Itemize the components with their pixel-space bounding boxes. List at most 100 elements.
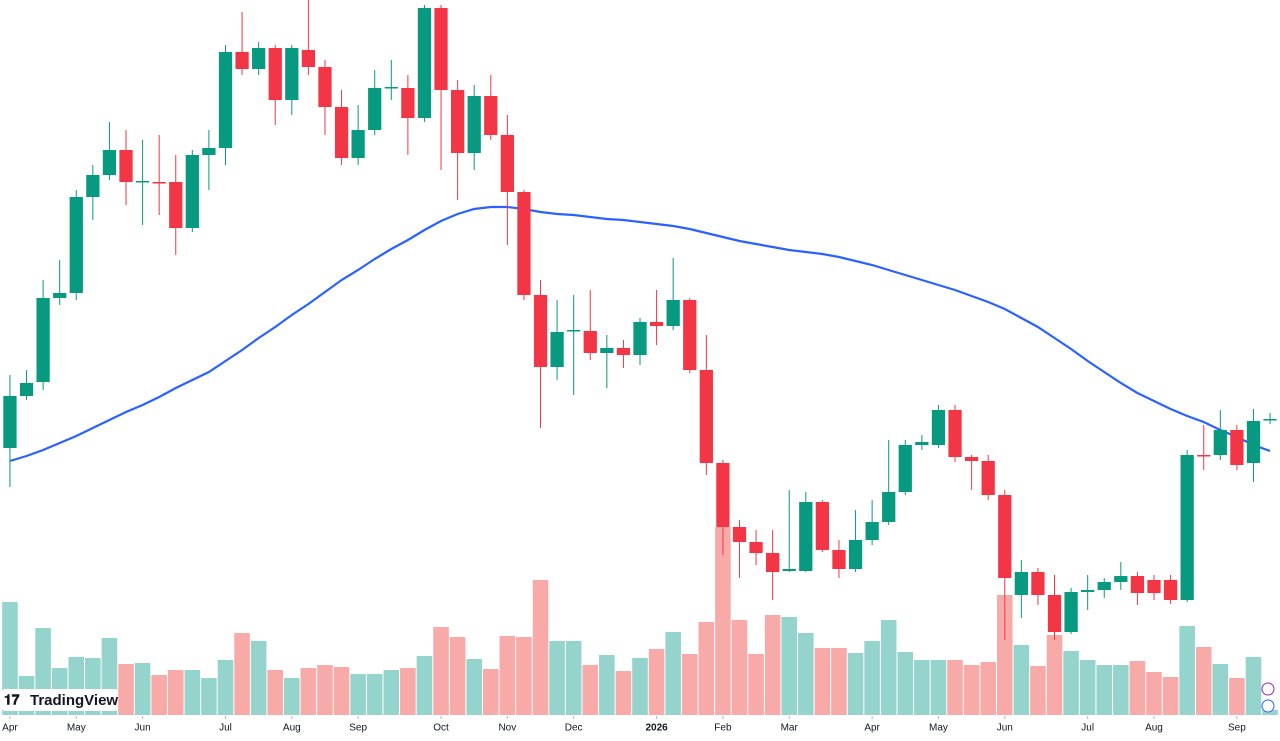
volume-bar: [217, 660, 234, 715]
candle-body: [384, 87, 398, 89]
x-tick-label: Sep: [349, 723, 367, 734]
x-tick-label: Aug: [1145, 723, 1163, 734]
candle-body: [1230, 430, 1244, 465]
candle-body: [86, 175, 100, 197]
volume-bar: [648, 649, 665, 715]
candle-body: [981, 461, 995, 495]
volume-bar: [764, 615, 781, 715]
x-tick-label: May: [67, 723, 86, 734]
x-tick-label: Nov: [498, 723, 516, 734]
candle-body: [69, 197, 83, 293]
candle-body: [318, 67, 332, 107]
candle-body: [169, 182, 183, 228]
volume-bar: [466, 659, 482, 715]
candle-body: [749, 542, 763, 553]
candle-body: [716, 463, 730, 527]
volume-bar: [996, 595, 1013, 715]
volume-bar: [284, 678, 300, 715]
candle-body: [434, 8, 448, 90]
volume-bar: [798, 633, 814, 715]
candle-body: [334, 107, 349, 158]
volume-bar: [748, 654, 764, 715]
volume-bar: [151, 675, 167, 715]
volume-bar: [1262, 710, 1278, 715]
candle-body: [235, 52, 249, 69]
volume-bar: [400, 668, 416, 715]
volume-bar: [532, 580, 549, 715]
candle-body: [799, 502, 813, 571]
time-axis: [0, 716, 1280, 741]
volume-bar: [681, 654, 698, 715]
axis-layer: Apr May Jun Jul Aug Sep Oct Nov Dec 2026 Feb Mar Apr…: [2, 716, 1246, 734]
candle-body: [600, 348, 614, 353]
volume-bar: [234, 633, 250, 715]
candle-body: [36, 298, 50, 382]
logo: 𝟏𝟕 TradingView: [2, 689, 118, 711]
candle-body: [1097, 582, 1111, 590]
candle-body: [1114, 576, 1128, 582]
candle-body: [964, 457, 979, 461]
candle-body: [1246, 421, 1261, 463]
candle-body: [401, 88, 415, 118]
candle-body: [732, 527, 747, 542]
volume-bar: [1063, 651, 1079, 715]
x-tick-label: Apr: [864, 723, 880, 734]
candle-body: [53, 293, 67, 298]
volume-bar: [267, 670, 284, 715]
candle-body: [301, 50, 316, 67]
volume-bar: [880, 620, 897, 715]
candle-body: [417, 8, 432, 118]
candle-body: [865, 522, 879, 540]
candle-body: [915, 442, 929, 445]
volume-bar: [134, 663, 151, 715]
icon[interactable]: [1261, 699, 1275, 713]
candle-body: [3, 396, 17, 448]
volume-bar: [250, 641, 267, 715]
candle-body: [1130, 576, 1145, 593]
candle-body: [252, 48, 266, 69]
volume-bar: [549, 641, 565, 715]
volume-bar: [333, 667, 350, 715]
volume-bar: [698, 622, 715, 715]
volume-bar: [864, 641, 880, 715]
candle-body: [567, 330, 581, 332]
volume-bar: [167, 670, 184, 715]
volume-bar: [350, 674, 366, 715]
volume-layer: [2, 527, 1278, 715]
candle-body: [649, 322, 664, 326]
volume-bar: [914, 660, 930, 715]
x-tick-label: Jun: [135, 723, 151, 734]
candle-body: [1147, 580, 1161, 593]
candle-body: [152, 182, 166, 184]
logo-text: TradingView: [30, 692, 118, 709]
candle-body: [135, 181, 150, 183]
volume-bar: [184, 670, 201, 715]
candle-body: [19, 383, 34, 396]
volume-bar: [599, 655, 615, 715]
candle-body: [848, 540, 863, 569]
volume-bar: [565, 641, 582, 715]
candle-body: [202, 148, 216, 155]
candle-body: [699, 370, 713, 463]
volume-bar: [201, 678, 217, 715]
candle-body: [766, 553, 780, 572]
candle-body: [815, 502, 830, 550]
volume-bar: [300, 668, 317, 715]
candle-body: [666, 300, 680, 326]
candle-body: [931, 410, 946, 445]
volume-bar: [980, 662, 996, 715]
candle-body: [185, 155, 199, 228]
moving-average: [9, 205, 1271, 463]
volume-bar: [1229, 678, 1245, 715]
volume-bar: [963, 665, 980, 715]
volume-bar: [1195, 647, 1212, 715]
volume-bar: [449, 637, 466, 715]
icon[interactable]: [1261, 682, 1275, 696]
volume-bar: [930, 660, 947, 715]
candle-body: [1081, 590, 1095, 592]
candle-layer: [3, 0, 1277, 640]
logo-icon: 𝟏𝟕: [4, 692, 20, 708]
volume-bar: [715, 527, 731, 715]
x-tick-label: Apr: [2, 723, 18, 734]
x-tick-label: Jun: [997, 723, 1013, 734]
